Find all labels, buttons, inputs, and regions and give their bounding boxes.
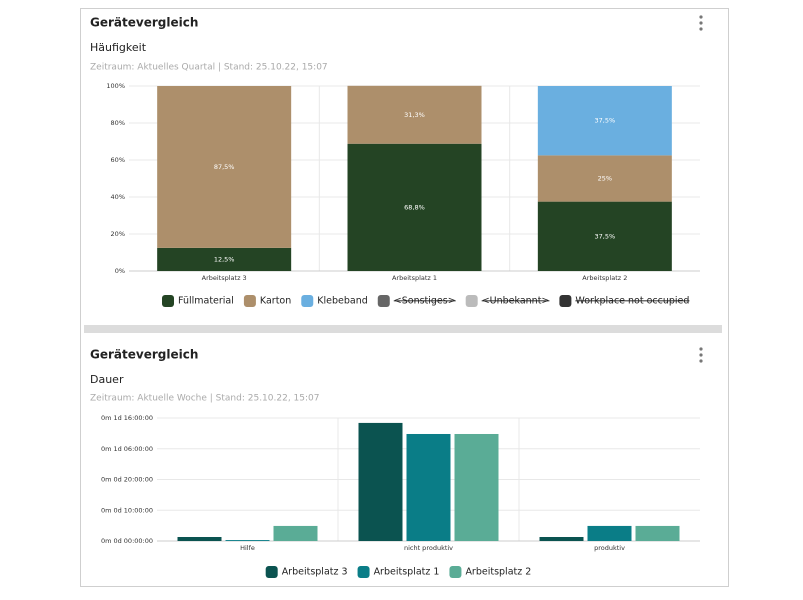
y-tick-label: 40% (111, 193, 125, 201)
legend-swatch[interactable] (162, 295, 174, 307)
chart-title: Häufigkeit (90, 41, 147, 54)
bar-segment (347, 85, 482, 144)
legend-swatch[interactable] (449, 566, 462, 578)
bar (177, 537, 222, 541)
y-tick-label: 80% (111, 119, 125, 127)
x-tick-label: Arbeitsplatz 1 (392, 274, 437, 282)
y-tick-label: 0m 1d 16:00:00 (101, 414, 153, 422)
separator (84, 325, 722, 333)
legend-label[interactable]: <Unbekannt> (482, 296, 550, 307)
legend-swatch[interactable] (357, 566, 370, 578)
x-tick-label: Arbeitsplatz 2 (582, 274, 627, 282)
bar-segment (157, 247, 292, 271)
y-tick-label: 60% (111, 156, 125, 164)
legend-label[interactable]: Arbeitsplatz 2 (465, 567, 531, 578)
y-tick-label: 0m 0d 00:00:00 (101, 537, 153, 545)
bar-segment (537, 86, 672, 156)
chart-title: Dauer (90, 373, 124, 386)
legend-label[interactable]: Arbeitsplatz 1 (374, 567, 440, 578)
legend-swatch[interactable] (301, 295, 314, 307)
bar-segment (157, 86, 292, 248)
legend-label[interactable]: Workplace not occupied (575, 296, 689, 307)
legend-label[interactable]: Klebeband (317, 296, 368, 307)
bar (454, 433, 499, 541)
data-label: 87,5% (214, 163, 235, 171)
data-label: 31,3% (404, 111, 425, 119)
card-title: Gerätevergleich (90, 16, 198, 30)
menu-button[interactable] (699, 15, 703, 31)
bar-segment (537, 155, 672, 202)
data-label: 37,5% (595, 232, 616, 240)
legend-swatch[interactable] (265, 566, 278, 578)
legend-label[interactable]: Arbeitsplatz 3 (282, 567, 348, 578)
bar-segment (347, 143, 482, 271)
data-label: 68,8% (404, 203, 425, 211)
legend-swatch[interactable] (243, 295, 256, 307)
y-tick-label: 100% (106, 82, 125, 90)
y-tick-label: 20% (111, 230, 125, 238)
bar (225, 540, 270, 541)
legend-label[interactable]: <Sonstiges> (394, 296, 456, 307)
data-label: 12,5% (214, 255, 235, 263)
card-title: Gerätevergleich (90, 348, 198, 362)
bar (539, 537, 584, 541)
bar (635, 525, 680, 541)
data-label: 37,5% (595, 117, 616, 125)
legend-swatch[interactable] (559, 295, 572, 307)
x-tick-label: nicht produktiv (404, 544, 453, 552)
x-tick-label: produktiv (594, 544, 625, 552)
bar (406, 433, 451, 541)
chart-subtitle: Zeitraum: Aktuelles Quartal | Stand: 25.… (90, 63, 328, 73)
bar (587, 525, 632, 541)
y-tick-label: 0m 1d 06:00:00 (101, 445, 153, 453)
x-tick-label: Arbeitsplatz 3 (202, 274, 247, 282)
chart-subtitle: Zeitraum: Aktuelle Woche | Stand: 25.10.… (90, 394, 319, 404)
y-tick-label: 0m 0d 10:00:00 (101, 506, 153, 514)
legend-swatch[interactable] (377, 295, 390, 307)
bar (358, 422, 403, 541)
bar-segment (537, 201, 672, 271)
bar (273, 525, 318, 541)
legend-label[interactable]: Füllmaterial (178, 296, 234, 307)
legend-label[interactable]: Karton (260, 296, 291, 307)
data-label: 25% (598, 175, 612, 183)
y-tick-label: 0% (115, 267, 125, 275)
menu-button[interactable] (699, 347, 703, 363)
y-tick-label: 0m 0d 20:00:00 (101, 476, 153, 484)
legend-swatch[interactable] (465, 295, 478, 307)
x-tick-label: Hilfe (240, 544, 255, 552)
